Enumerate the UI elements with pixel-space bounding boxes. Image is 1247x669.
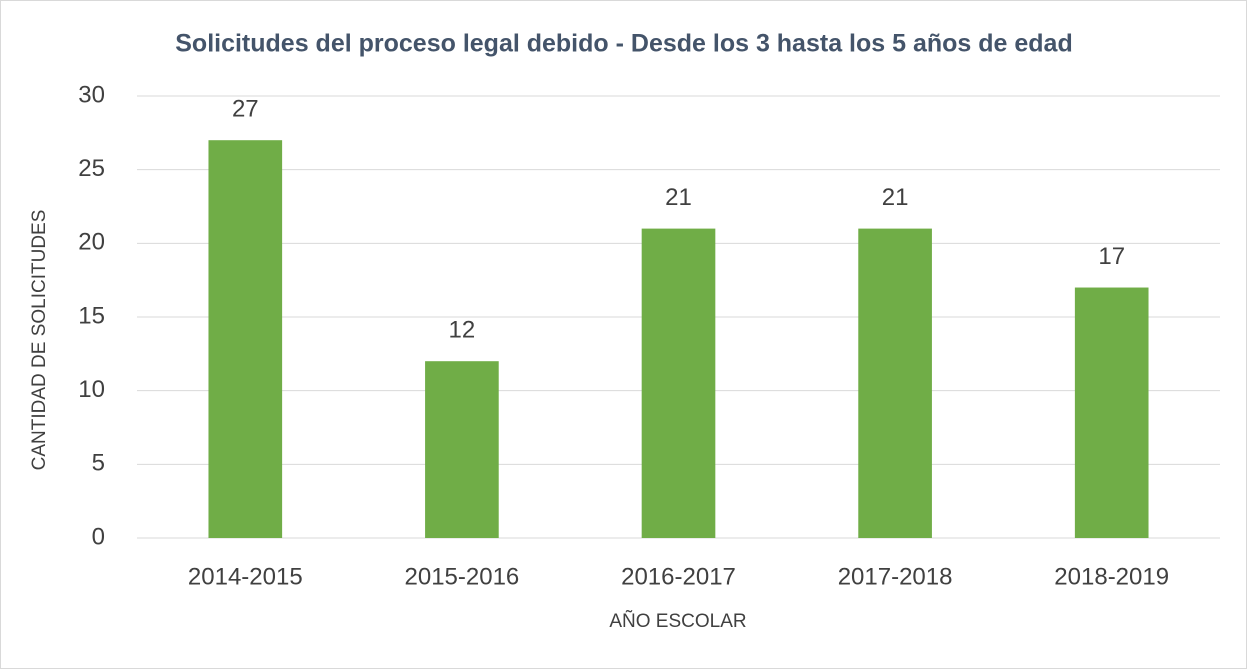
chart-title: Solicitudes del proceso legal debido - D… (175, 30, 1072, 58)
y-tick-label: 20 (78, 229, 105, 256)
bar (858, 228, 932, 538)
y-tick-label: 15 (78, 302, 105, 329)
data-label: 21 (665, 184, 692, 211)
y-axis-title: CANTIDAD DE SOLICITUDES (29, 210, 50, 471)
bar (208, 140, 283, 538)
y-tick-label: 10 (78, 376, 105, 403)
bar (1074, 287, 1149, 538)
data-label: 17 (1098, 243, 1125, 270)
x-tick-label: 2014-2015 (188, 563, 303, 590)
x-tick-label: 2015-2016 (405, 563, 520, 590)
x-tick-label: 2018-2019 (1054, 563, 1169, 590)
y-tick-label: 5 (92, 450, 105, 477)
data-label: 27 (232, 96, 259, 123)
y-tick-label: 30 (78, 81, 105, 108)
data-label: 21 (882, 184, 909, 211)
x-axis-title: AÑO ESCOLAR (609, 610, 746, 632)
data-label: 12 (449, 317, 476, 344)
x-tick-label: 2016-2017 (621, 563, 736, 590)
bar (641, 228, 716, 538)
bar (425, 361, 499, 538)
y-tick-label: 0 (92, 523, 105, 550)
y-tick-label: 25 (78, 155, 105, 182)
x-tick-label: 2017-2018 (838, 563, 953, 590)
